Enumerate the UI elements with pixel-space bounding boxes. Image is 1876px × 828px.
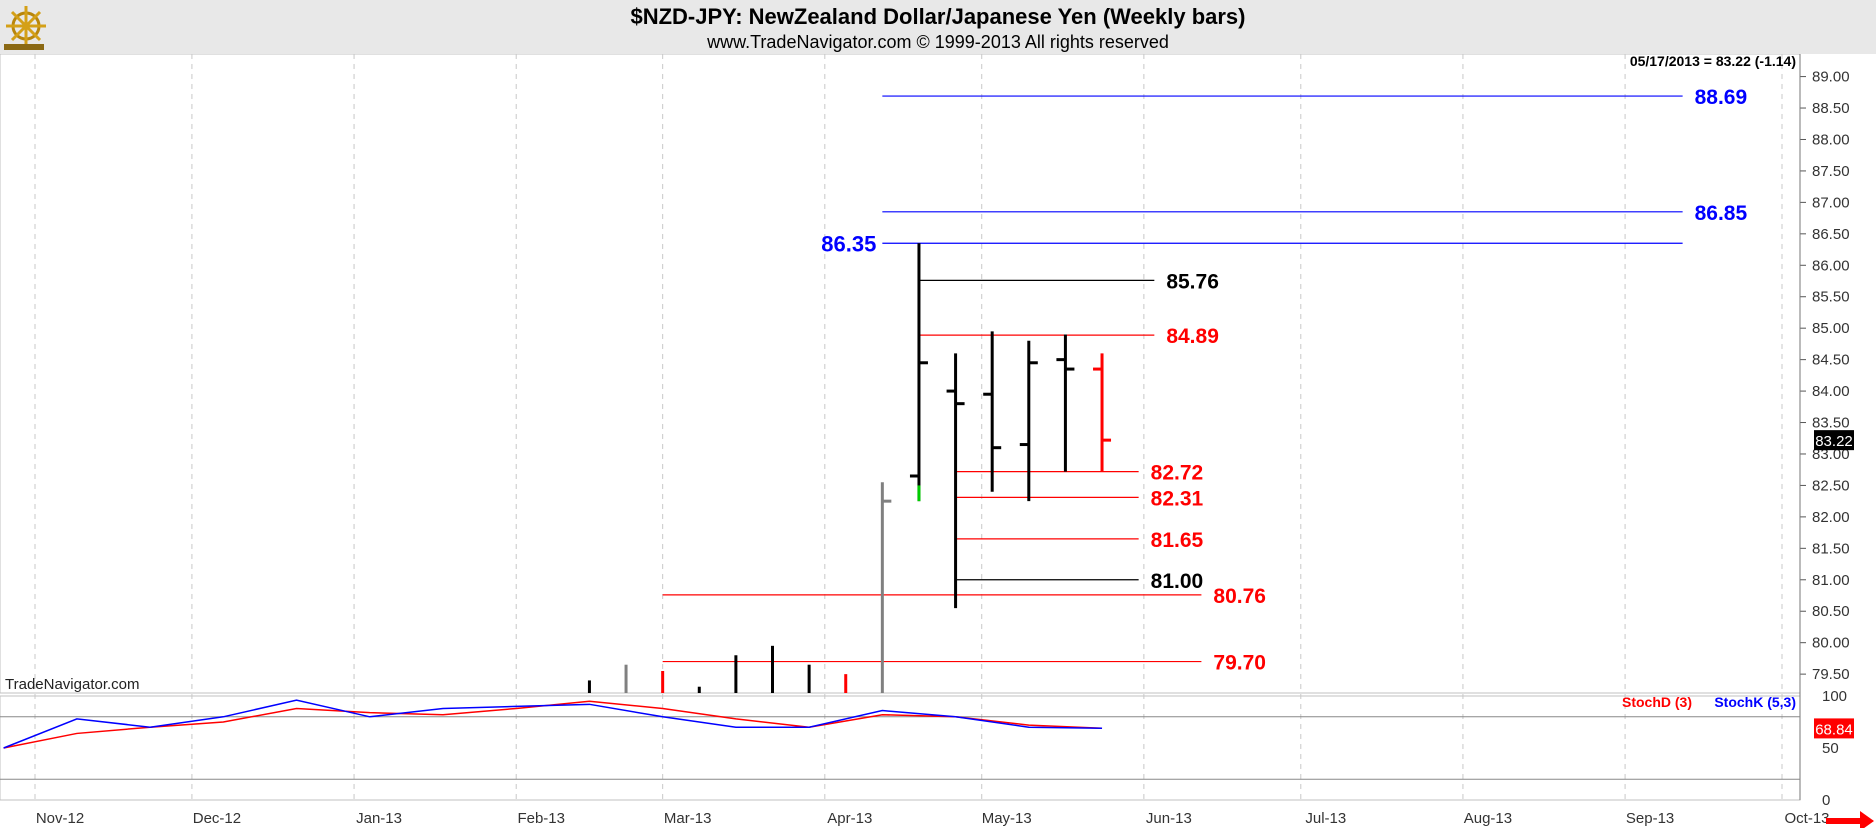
ship-wheel-logo-icon	[4, 6, 46, 50]
y-tick-label: 85.50	[1812, 289, 1850, 306]
level-label: 88.69	[1695, 86, 1748, 109]
x-tick-label: May-13	[982, 810, 1032, 827]
ohlc-bar	[1093, 353, 1112, 472]
legend-stochk: StochK (5,3)	[1714, 694, 1796, 710]
stoch-last-box	[1814, 718, 1854, 739]
x-tick-label: Feb-13	[517, 810, 565, 827]
x-tick-label: Mar-13	[664, 810, 712, 827]
y-tick-label: 85.00	[1812, 320, 1850, 337]
chart-header	[0, 0, 1876, 54]
x-tick-label: Dec-12	[193, 810, 241, 827]
y-tick-label: 82.00	[1812, 509, 1850, 526]
x-tick-label: Jul-13	[1305, 810, 1346, 827]
y-tick-label: 86.00	[1812, 257, 1850, 274]
last-price-label: 83.22	[1815, 433, 1853, 450]
chart-subtitle: www.TradeNavigator.com © 1999-2013 All r…	[707, 32, 1169, 52]
x-tick-label: Oct-13	[1784, 810, 1829, 827]
level-label: 86.35	[821, 231, 876, 256]
y-tick-label: 80.50	[1812, 603, 1850, 620]
ohlc-bar	[946, 353, 965, 609]
legend-stochd: StochD (3)	[1622, 694, 1692, 710]
y-tick-label: 83.50	[1812, 415, 1850, 432]
level-label: 82.72	[1151, 462, 1204, 485]
y-tick-label: 88.00	[1812, 131, 1850, 148]
price-panel	[0, 54, 1801, 694]
level-label: 86.85	[1695, 202, 1748, 225]
level-label: 81.00	[1151, 570, 1204, 593]
watermark: TradeNavigator.com	[5, 676, 140, 693]
ohlc-bar	[1056, 334, 1075, 472]
level-label: 79.70	[1213, 652, 1266, 675]
level-label: 82.31	[1151, 487, 1204, 510]
x-tick-label: Jun-13	[1146, 810, 1192, 827]
level-label: 84.89	[1166, 325, 1219, 348]
y-tick-label: 87.00	[1812, 194, 1850, 211]
last-price-box	[1814, 430, 1854, 451]
x-tick-label: Apr-13	[827, 810, 872, 827]
y-tick-label: 83.00	[1812, 446, 1850, 463]
y-tick-label: 84.50	[1812, 352, 1850, 369]
y-tick-label: 84.00	[1812, 383, 1850, 400]
level-label: 80.76	[1213, 585, 1266, 608]
ohlc-bar	[983, 331, 1002, 492]
stoch-last-label: 68.84	[1815, 721, 1853, 738]
y-tick-label: 81.00	[1812, 572, 1850, 589]
x-tick-label: Aug-13	[1464, 810, 1512, 827]
level-label: 85.76	[1166, 270, 1219, 293]
scroll-right-arrow-icon	[1826, 811, 1874, 828]
stoch-y-label: 0	[1822, 792, 1830, 809]
y-tick-label: 87.50	[1812, 163, 1850, 180]
y-tick-label: 79.50	[1812, 666, 1850, 683]
stoch-y-label: 50	[1822, 740, 1839, 757]
ohlc-bar	[909, 243, 928, 502]
x-tick-label: Jan-13	[356, 810, 402, 827]
x-tick-label: Sep-13	[1626, 810, 1674, 827]
stoch-panel	[0, 695, 1801, 801]
y-tick-label: 89.00	[1812, 69, 1850, 86]
y-tick-label: 86.50	[1812, 226, 1850, 243]
chart-title: $NZD-JPY: NewZealand Dollar/Japanese Yen…	[630, 4, 1246, 29]
y-tick-label: 82.50	[1812, 477, 1850, 494]
x-tick-label: Nov-12	[36, 810, 84, 827]
stoch-series-line	[3, 699, 1103, 749]
y-tick-label: 80.00	[1812, 635, 1850, 652]
price-readout: 05/17/2013 = 83.22 (-1.14)	[1630, 54, 1796, 69]
y-tick-label: 81.50	[1812, 540, 1850, 557]
ohlc-bar	[880, 482, 892, 693]
ohlc-bar	[1019, 340, 1038, 502]
price-chart: Nov-12 Dec-12 Jan-13 Feb-13 Mar-13 Apr-13 May-…	[0, 54, 1874, 828]
level-label: 81.65	[1151, 529, 1204, 552]
y-tick-label: 88.50	[1812, 100, 1850, 117]
stoch-y-label: 100	[1822, 688, 1847, 705]
